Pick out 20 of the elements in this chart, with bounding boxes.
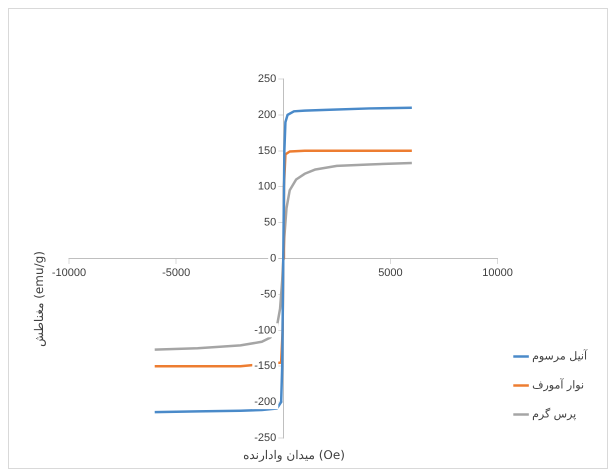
legend-label: نوار آمورف	[532, 377, 584, 392]
x-tick-label: -5000	[162, 267, 190, 280]
y-tick-label: -150	[254, 360, 276, 372]
y-tick-label: 100	[258, 180, 276, 193]
y-tick-label: 200	[258, 108, 276, 121]
y-axis-title: مغناطش (emu/g)	[32, 251, 46, 347]
y-tick-label: -50	[260, 288, 276, 300]
x-tick-label: -10000	[52, 267, 86, 280]
y-tick-label: 150	[258, 144, 276, 157]
y-tick-label: 250	[258, 73, 276, 86]
x-tick-label: 5000	[378, 267, 403, 280]
y-tick-label: -250	[254, 432, 276, 444]
x-axis-title: میدان وادارنده (Oe)	[243, 448, 345, 462]
y-tick-label: 50	[264, 216, 276, 229]
y-tick-label: -200	[254, 396, 276, 408]
legend-label: پرس گرم	[532, 407, 576, 420]
legend-label: آنیل مرسوم	[532, 348, 588, 362]
x-tick-label: 10000	[482, 267, 513, 280]
y-tick-label: 0	[270, 252, 276, 265]
y-tick-label: -100	[254, 324, 276, 336]
